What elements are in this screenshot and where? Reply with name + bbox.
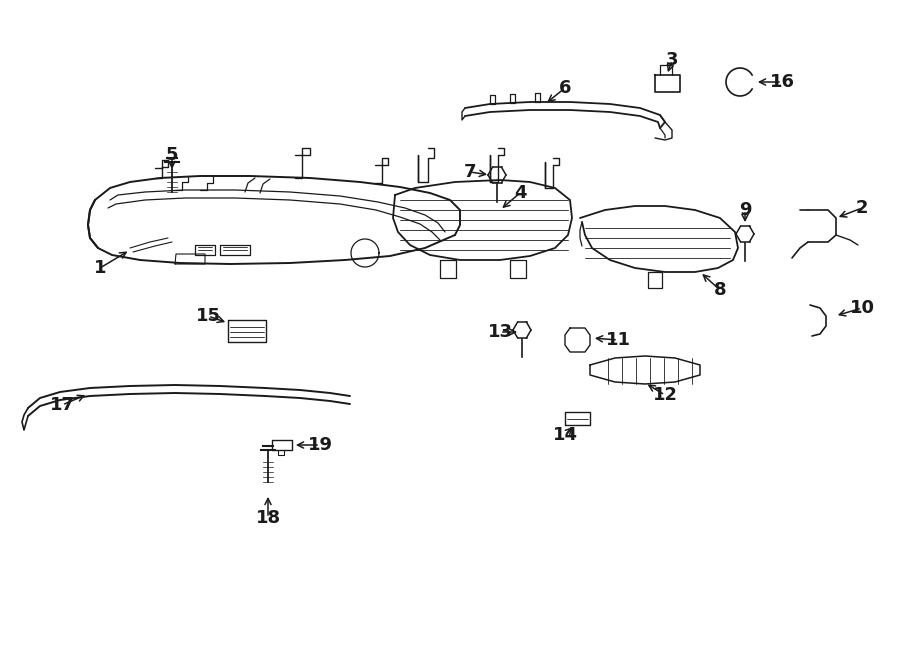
Text: 1: 1 [94,259,106,277]
Text: 19: 19 [308,436,332,454]
Text: 16: 16 [770,73,795,91]
Text: 6: 6 [559,79,572,97]
Text: 15: 15 [195,307,220,325]
Text: 14: 14 [553,426,578,444]
Text: 2: 2 [856,199,868,217]
Text: 5: 5 [166,146,178,164]
Text: 4: 4 [514,184,526,202]
Text: 9: 9 [739,201,752,219]
Text: 18: 18 [256,509,281,527]
Text: 11: 11 [606,331,631,349]
Text: 12: 12 [652,386,678,404]
Text: 7: 7 [464,163,476,181]
Text: 17: 17 [50,396,75,414]
Text: 3: 3 [666,51,679,69]
Text: 10: 10 [850,299,875,317]
Text: 8: 8 [714,281,726,299]
Text: 13: 13 [488,323,512,341]
